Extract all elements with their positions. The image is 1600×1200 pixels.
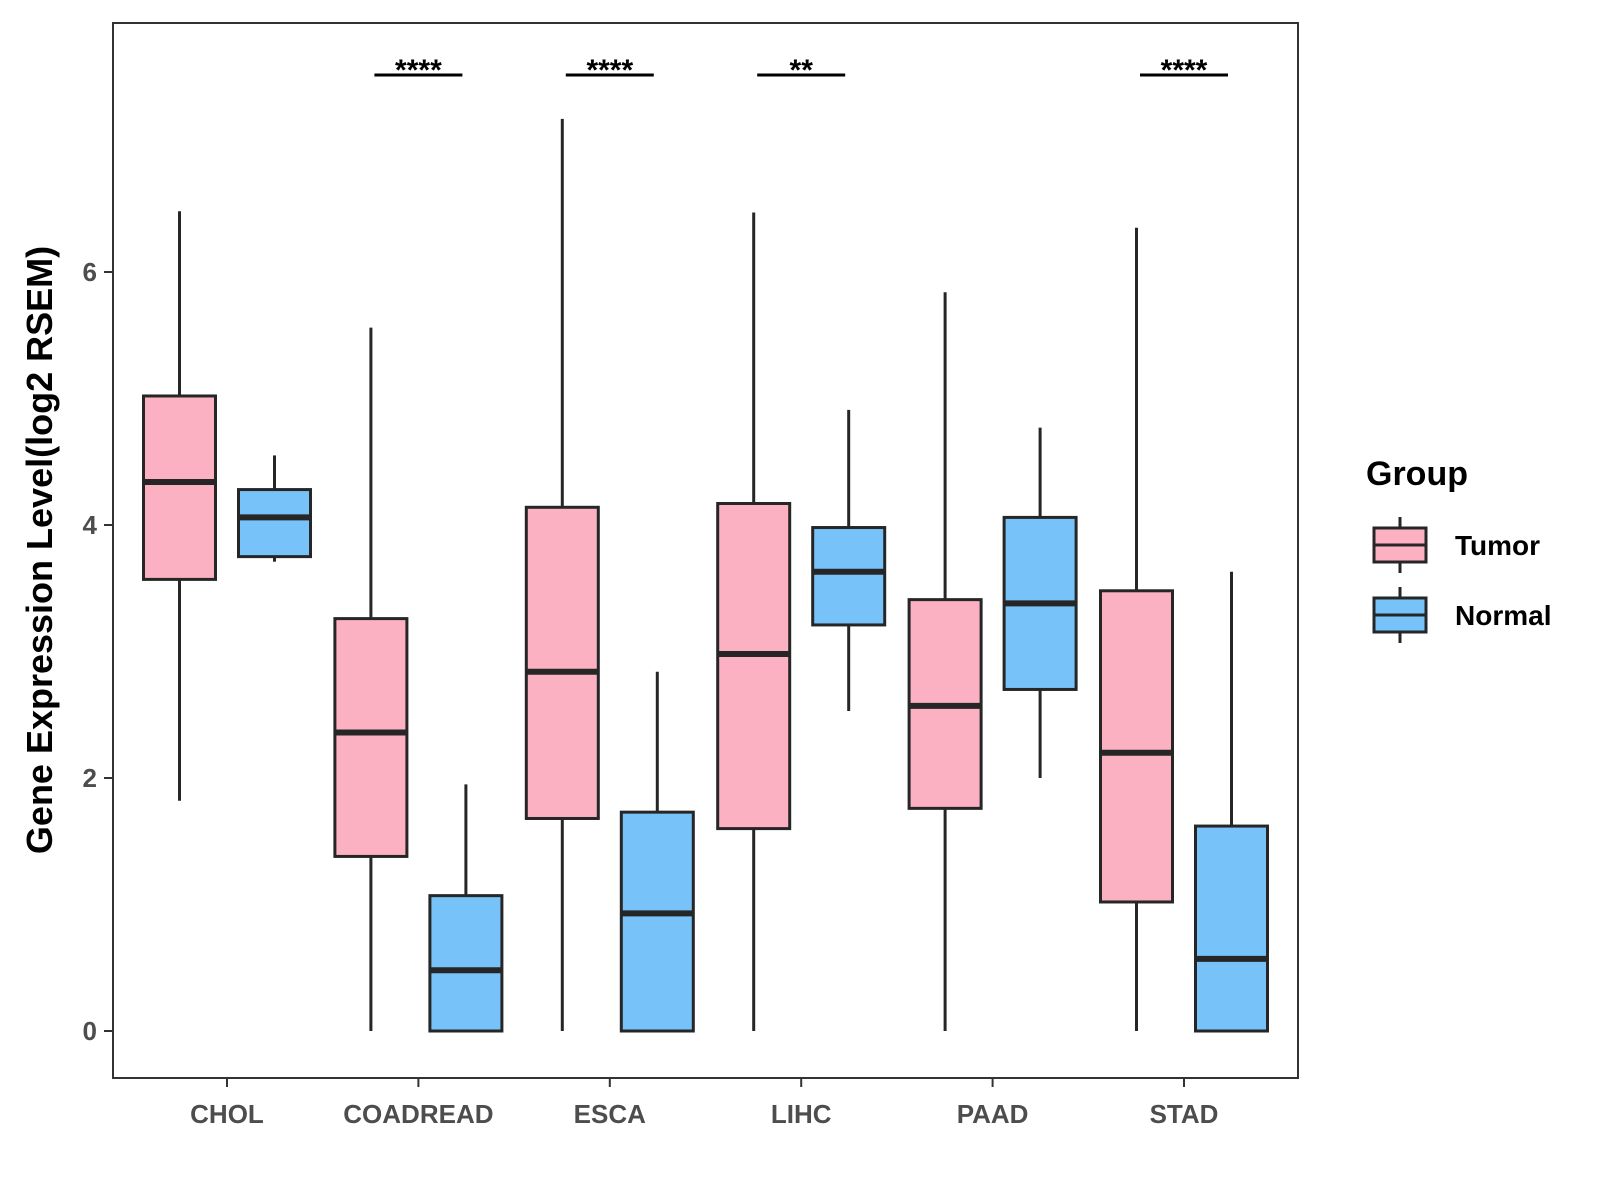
significance-label: **** xyxy=(586,54,633,87)
box-body xyxy=(1194,824,1269,1033)
y-axis-title: Gene Expression Level(log2 RSEM) xyxy=(19,246,60,854)
boxes-layer xyxy=(142,118,1269,1033)
box-body xyxy=(811,526,887,627)
box-body xyxy=(716,501,792,831)
box-normal-chol xyxy=(237,455,312,562)
x-tick-label-esca: ESCA xyxy=(574,1099,646,1129)
significance-esca: **** xyxy=(565,54,654,87)
y-axis: 0 2 4 6 xyxy=(83,257,113,1046)
significance-label: **** xyxy=(1161,54,1208,87)
plot-panel-border xyxy=(112,22,1299,1079)
significance-coadread: **** xyxy=(374,54,463,87)
box-body xyxy=(1099,589,1174,904)
box-normal-lihc xyxy=(811,409,887,711)
significance-stad: **** xyxy=(1140,54,1228,87)
y-tick-label: 6 xyxy=(83,257,97,287)
box-body xyxy=(524,505,600,820)
box-normal-paad xyxy=(1002,427,1078,778)
x-tick-label-coadread: COADREAD xyxy=(343,1099,493,1129)
box-body xyxy=(428,894,504,1033)
y-tick-label: 4 xyxy=(83,510,98,540)
legend-label: Tumor xyxy=(1455,530,1540,561)
legend-title: Group xyxy=(1366,455,1468,493)
significance-lihc: ** xyxy=(757,54,846,87)
legend-entry-tumor: Tumor xyxy=(1372,517,1540,573)
box-body xyxy=(237,488,312,559)
box-normal-coadread xyxy=(428,784,504,1033)
legend: Group Tumor Normal xyxy=(1366,455,1551,643)
box-tumor-lihc xyxy=(716,212,792,1031)
x-axis: CHOL COADREAD ESCA LIHC PAAD STAD xyxy=(190,1078,1218,1129)
box-tumor-coadread xyxy=(333,327,409,1031)
box-tumor-esca xyxy=(524,118,600,1031)
box-tumor-paad xyxy=(907,292,983,1031)
box-normal-esca xyxy=(619,671,695,1033)
x-tick-label-lihc: LIHC xyxy=(771,1099,832,1129)
x-tick-label-chol: CHOL xyxy=(190,1099,264,1129)
box-tumor-chol xyxy=(142,211,217,801)
x-tick-label-stad: STAD xyxy=(1150,1099,1219,1129)
box-body xyxy=(333,617,409,858)
box-tumor-stad xyxy=(1099,227,1174,1031)
y-tick-label: 0 xyxy=(83,1016,97,1046)
significance-layer: **** **** ** **** xyxy=(374,54,1228,87)
legend-entry-normal: Normal xyxy=(1372,587,1551,643)
box-body xyxy=(142,394,217,581)
significance-label: **** xyxy=(395,54,442,87)
x-tick-label-paad: PAAD xyxy=(957,1099,1029,1129)
box-body xyxy=(619,810,695,1033)
legend-label: Normal xyxy=(1455,600,1551,631)
significance-label: ** xyxy=(790,54,814,87)
box-normal-stad xyxy=(1194,571,1269,1033)
y-tick-label: 2 xyxy=(83,763,97,793)
